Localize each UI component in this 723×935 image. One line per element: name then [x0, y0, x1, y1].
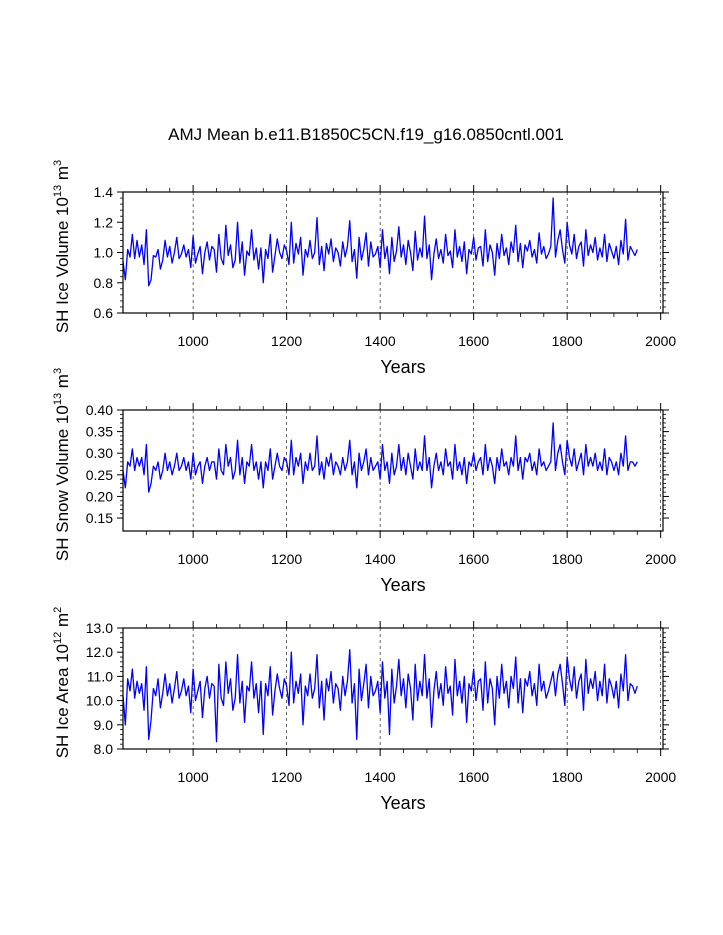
y-tick-label: 0.25 — [86, 467, 113, 483]
series-line — [122, 197, 638, 287]
y-axis-label: SH Ice Area 1012 m2 — [52, 607, 72, 759]
y-tick-label: 0.20 — [86, 488, 113, 504]
y-tick-label: 0.35 — [86, 424, 113, 440]
y-tick-label: 8.0 — [94, 741, 114, 757]
y-tick-label: 11.0 — [87, 668, 113, 684]
x-tick-label: 1400 — [365, 769, 396, 785]
y-tick-label: 0.30 — [86, 445, 113, 461]
x-tick-label: 1800 — [552, 551, 583, 567]
x-tick-label: 1800 — [552, 769, 583, 785]
x-tick-label: 1000 — [178, 333, 209, 349]
x-tick-label: 1800 — [552, 333, 583, 349]
x-tick-label: 1000 — [178, 551, 209, 567]
plot-frame — [122, 627, 664, 750]
x-tick-label: 1200 — [271, 333, 302, 349]
x-tick-label: 1400 — [365, 551, 396, 567]
y-tick-label: 1.4 — [94, 184, 114, 200]
x-tick-label: 1400 — [365, 333, 396, 349]
y-axis-label: SH Ice Volume 1013 m3 — [52, 160, 72, 333]
x-axis-label: Years — [380, 575, 425, 595]
y-tick-label: 0.15 — [86, 510, 113, 526]
x-axis-label: Years — [380, 357, 425, 377]
y-tick-label: 0.40 — [86, 402, 113, 418]
series-line — [122, 649, 638, 743]
x-tick-label: 1600 — [458, 333, 489, 349]
y-tick-label: 1.2 — [94, 214, 114, 230]
panel-1: 1000 1200 1400 1600 1800 2000 0.6 0.8 1.0 1.2 1.4 Y… — [52, 160, 676, 377]
x-tick-label: 2000 — [645, 551, 676, 567]
y-tick-label: 13.0 — [86, 620, 113, 636]
x-tick-label: 1000 — [178, 769, 209, 785]
panel-2: 1000 1200 1400 1600 1800 2000 0.15 0.20 0.25 0.30… — [52, 368, 676, 595]
x-tick-label: 1200 — [271, 769, 302, 785]
series-line — [122, 422, 638, 493]
x-tick-label: 1600 — [458, 551, 489, 567]
y-axis-label: SH Snow Volume 1013 m3 — [52, 368, 72, 561]
chart-title: AMJ Mean b.e11.B1850C5CN.f19_g16.0850cnt… — [168, 125, 564, 144]
y-tick-label: 10.0 — [86, 693, 113, 709]
y-tick-label: 12.0 — [86, 644, 113, 660]
x-tick-label: 1200 — [271, 551, 302, 567]
y-tick-label: 0.8 — [94, 275, 114, 291]
panel-3: 1000 1200 1400 1600 1800 2000 8.0 9.0 10.0 11.0 12… — [52, 607, 676, 813]
x-tick-label: 2000 — [645, 769, 676, 785]
y-tick-label: 9.0 — [94, 717, 114, 733]
x-tick-label: 2000 — [645, 333, 676, 349]
y-tick-label: 0.6 — [94, 305, 114, 321]
y-tick-label: 1.0 — [94, 245, 114, 261]
x-axis-label: Years — [380, 793, 425, 813]
x-tick-label: 1600 — [458, 769, 489, 785]
